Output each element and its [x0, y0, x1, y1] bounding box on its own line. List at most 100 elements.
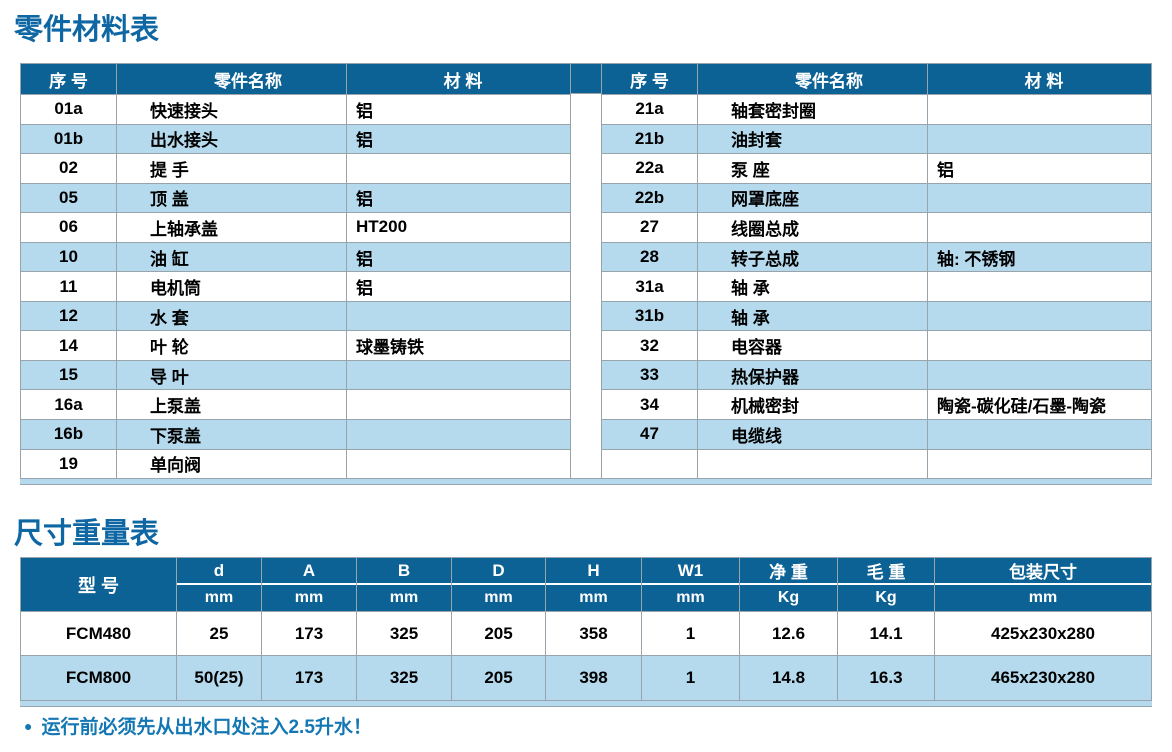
- parts-tables-row: 序 号零件名称材 料 01a 快速接头铝 01b 出水接头铝 02 提 手 05 顶 盖铝 06 上…: [20, 63, 1152, 480]
- cell-value: 398: [546, 656, 642, 700]
- column-header-unit: Kg: [875, 589, 897, 606]
- table-row: 15 导 叶: [21, 359, 570, 390]
- column-header-model: 型 号: [21, 558, 177, 611]
- cell-value: 50(25): [177, 656, 262, 700]
- cell-part-material: 球墨铸铁: [356, 338, 424, 358]
- column-header-unit: Kg: [777, 589, 800, 606]
- column-header-label: 包装尺寸: [935, 558, 1151, 585]
- cell-part-material: [928, 450, 1151, 479]
- cell-part-no: 15: [21, 360, 117, 390]
- cell-part-name: 水 套: [117, 301, 347, 331]
- cell-part-name: 机械密封: [698, 390, 928, 420]
- cell-part-name: 上泵盖: [117, 390, 347, 420]
- cell-part-name: 电机筒: [117, 272, 347, 301]
- parts-section-title: 零件材料表: [14, 14, 160, 46]
- cell-part-name: [698, 449, 928, 479]
- parts-table-header: 序 号零件名称 材 料: [21, 64, 570, 94]
- table-row: 11 电机筒铝: [21, 271, 570, 301]
- bullet-icon: ●: [24, 717, 33, 734]
- column-header-label: 净 重: [740, 558, 837, 585]
- cell-part-no: 14: [21, 331, 117, 360]
- column-header-label: D: [452, 558, 545, 585]
- cell-part-material: [347, 420, 570, 449]
- cell-part-name: 出水接头: [117, 124, 347, 154]
- cell-value: 325: [357, 612, 452, 655]
- cell-part-no: 22b: [602, 183, 698, 213]
- cell-value: 173: [262, 656, 357, 700]
- cell-part-name: 下泵盖: [117, 420, 347, 449]
- table-row: 02 提 手: [21, 153, 570, 183]
- cell-part-material: [347, 302, 570, 331]
- table-row: 16b 下泵盖: [21, 419, 570, 449]
- cell-part-name: 单向阀: [117, 449, 347, 479]
- cell-value: 425x230x280: [990, 623, 1095, 643]
- cell-part-no: 12: [21, 301, 117, 331]
- cell-part-material: [928, 331, 1151, 360]
- cell-part-name: 油封套: [698, 124, 928, 154]
- column-header-unit: mm: [1028, 589, 1058, 606]
- cell-value: 205: [452, 656, 546, 700]
- cell-value: 205: [452, 612, 546, 655]
- cell-part-material: [928, 184, 1151, 213]
- cell-value: 1: [642, 612, 740, 655]
- column-header-group: W1 mm: [642, 558, 740, 611]
- cell-part-name: 叶 轮: [117, 331, 347, 360]
- cell-part-material: [347, 361, 570, 390]
- table-row: FCM800 50(25) 173 325 205 398 1 14.8 16.3 465x230…: [21, 655, 1151, 700]
- column-header: 材 料: [1024, 71, 1064, 91]
- cell-part-material: 轴: 不锈钢: [937, 249, 1016, 269]
- cell-part-no: 22a: [602, 154, 698, 183]
- cell-part-material: [928, 302, 1151, 331]
- table-row: 21a 轴套密封圈: [602, 94, 1151, 124]
- cell-part-material: [928, 125, 1151, 154]
- cell-part-no: 34: [602, 390, 698, 420]
- column-header-label: B: [357, 558, 451, 585]
- cell-part-no: 01a: [21, 95, 117, 124]
- table-row: 16a 上泵盖: [21, 389, 570, 420]
- table-row: 19 单向阀: [21, 448, 570, 479]
- cell-part-no: 32: [602, 331, 698, 360]
- table-row: 06 上轴承盖 HT200: [21, 212, 570, 242]
- parts-table-left: 序 号零件名称材 料 01a 快速接头铝 01b 出水接头铝 02 提 手 05 顶 盖铝 06 上…: [20, 63, 571, 480]
- cell-value: 25: [177, 612, 262, 655]
- cell-part-name: 轴套密封圈: [698, 95, 928, 124]
- cell-part-name: 电缆线: [698, 420, 928, 449]
- cell-part-no: 47: [602, 420, 698, 449]
- cell-part-material: 铝: [356, 190, 373, 210]
- cell-part-no: 21a: [602, 95, 698, 124]
- cell-part-name: 提 手: [117, 154, 347, 183]
- cell-part-name: 电容器: [698, 331, 928, 360]
- cell-part-no: 02: [21, 154, 117, 183]
- note-text: 运行前必须先从出水口处注入2.5升水！: [41, 717, 372, 738]
- cell-part-name: 顶 盖: [117, 183, 347, 213]
- parts-table-right: 序 号零件名称材 料 21a 轴套密封圈 21b 油封套 22a 泵 座铝 22b 网罩底座 27…: [601, 63, 1152, 480]
- column-header-unit: mm: [389, 589, 419, 606]
- cell-part-name: 轴 承: [698, 301, 928, 331]
- table-row: 34 机械密封 陶瓷-碳化硅/石墨-陶瓷: [602, 389, 1151, 420]
- column-header-label: H: [546, 558, 641, 585]
- column-header-unit: mm: [204, 589, 234, 606]
- table-row: 27 线圈总成: [602, 212, 1151, 242]
- cell-part-name: 导 叶: [117, 360, 347, 390]
- cell-part-material: HT200: [356, 217, 408, 237]
- column-header: 序 号: [602, 64, 698, 94]
- cell-part-material: [928, 361, 1151, 390]
- table-row: 12 水 套: [21, 300, 570, 331]
- cell-part-material: 铝: [356, 131, 373, 151]
- cell-part-name: 油 缸: [117, 242, 347, 272]
- cell-value: 16.3: [838, 656, 935, 700]
- cell-part-name: 快速接头: [117, 95, 347, 124]
- cell-part-name: 轴 承: [698, 272, 928, 301]
- cell-value: 1: [642, 656, 740, 700]
- table-row: 31b 轴 承: [602, 300, 1151, 331]
- column-header-label: d: [177, 558, 261, 585]
- table-row: 10 油 缸铝: [21, 241, 570, 272]
- cell-value: 14.1: [838, 612, 935, 655]
- column-header: 材 料: [443, 71, 483, 91]
- table-row: 31a 轴 承: [602, 271, 1151, 301]
